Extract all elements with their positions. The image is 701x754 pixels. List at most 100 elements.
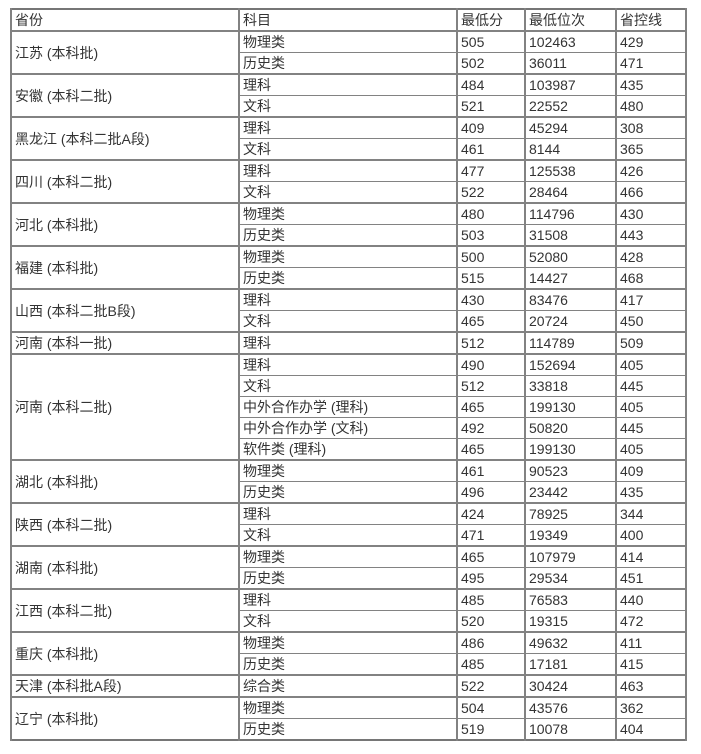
min-rank-cell: 19315	[524, 610, 617, 633]
subject-cell: 文科	[238, 375, 458, 397]
control-line-cell: 404	[615, 718, 687, 741]
min-score-cell: 521	[456, 95, 526, 118]
min-rank-cell: 107979	[524, 545, 617, 568]
table-row: 陕西 (本科二批) 理科 424 78925 344	[10, 502, 687, 547]
table-row: 中外合作办学 (文科) 492 50820 445	[11, 417, 687, 439]
min-score-cell: 500	[456, 245, 526, 268]
province-cell: 湖北 (本科批)	[10, 459, 240, 504]
control-line-cell: 400	[615, 524, 687, 547]
table-row: 重庆 (本科批) 物理类 486 49632 411	[10, 631, 687, 676]
min-score-cell: 430	[456, 288, 526, 311]
control-line-cell: 435	[615, 481, 687, 504]
min-rank-cell: 29534	[524, 567, 617, 590]
subject-cell: 中外合作办学 (文科)	[238, 417, 458, 439]
min-rank-cell: 28464	[524, 181, 617, 204]
control-line-cell: 405	[615, 353, 687, 376]
min-rank-cell: 23442	[524, 481, 617, 504]
subject-cell: 历史类	[238, 267, 458, 290]
province-cell: 河北 (本科批)	[10, 202, 240, 247]
control-line-cell: 405	[615, 438, 687, 461]
subject-cell: 文科	[238, 181, 458, 204]
province-cell: 天津 (本科批A段)	[10, 674, 240, 698]
min-score-cell: 465	[456, 545, 526, 568]
subject-cell: 物理类	[238, 545, 458, 568]
control-line-cell: 443	[615, 224, 687, 247]
control-line-cell: 472	[615, 610, 687, 633]
table-row: 江西 (本科二批) 理科 485 76583 440	[10, 588, 687, 633]
subject-cell: 历史类	[238, 718, 458, 741]
control-line-cell: 430	[615, 202, 687, 225]
subject-cell: 文科	[238, 95, 458, 118]
table-row: 河北 (本科批) 物理类 480 114796 430	[10, 202, 687, 247]
min-rank-cell: 36011	[524, 52, 617, 75]
min-score-cell: 519	[456, 718, 526, 741]
province-cell: 黑龙江 (本科二批A段)	[10, 116, 240, 161]
min-score-cell: 465	[456, 310, 526, 333]
province-cell: 四川 (本科二批)	[10, 159, 240, 204]
min-rank-cell: 125538	[524, 159, 617, 182]
min-rank-cell: 199130	[524, 438, 617, 461]
min-rank-cell: 76583	[524, 588, 617, 611]
min-rank-cell: 90523	[524, 459, 617, 482]
table-row: 历史类 503 31508 443	[11, 224, 687, 247]
subject-cell: 历史类	[238, 653, 458, 676]
col-header-min-score: 最低分	[456, 8, 526, 32]
min-score-cell: 409	[456, 116, 526, 139]
min-score-cell: 505	[456, 30, 526, 53]
table-row: 中外合作办学 (理科) 465 199130 405	[11, 396, 687, 418]
province-cell: 山西 (本科二批B段)	[10, 288, 240, 333]
subject-cell: 文科	[238, 310, 458, 333]
province-cell: 河南 (本科二批)	[10, 353, 240, 461]
min-rank-cell: 43576	[524, 696, 617, 719]
control-line-cell: 450	[615, 310, 687, 333]
subject-cell: 理科	[238, 116, 458, 139]
control-line-cell: 417	[615, 288, 687, 311]
min-rank-cell: 114796	[524, 202, 617, 225]
min-score-cell: 486	[456, 631, 526, 654]
table-row: 历史类 502 36011 471	[11, 52, 687, 75]
min-rank-cell: 78925	[524, 502, 617, 525]
table-row: 历史类 519 10078 404	[11, 718, 687, 741]
table-row: 文科 465 20724 450	[11, 310, 687, 333]
table-row: 辽宁 (本科批) 物理类 504 43576 362	[10, 696, 687, 741]
min-score-cell: 490	[456, 353, 526, 376]
table-row: 山西 (本科二批B段) 理科 430 83476 417	[10, 288, 687, 333]
col-header-control-line: 省控线	[615, 8, 687, 32]
min-rank-cell: 33818	[524, 375, 617, 397]
subject-cell: 理科	[238, 502, 458, 525]
min-score-cell: 424	[456, 502, 526, 525]
min-rank-cell: 19349	[524, 524, 617, 547]
control-line-cell: 440	[615, 588, 687, 611]
min-rank-cell: 50820	[524, 417, 617, 439]
control-line-cell: 365	[615, 138, 687, 161]
min-rank-cell: 10078	[524, 718, 617, 741]
province-cell: 江苏 (本科批)	[10, 30, 240, 75]
subject-cell: 理科	[238, 73, 458, 96]
min-score-cell: 484	[456, 73, 526, 96]
subject-cell: 软件类 (理科)	[238, 438, 458, 461]
subject-cell: 历史类	[238, 52, 458, 75]
min-score-cell: 512	[456, 375, 526, 397]
min-rank-cell: 17181	[524, 653, 617, 676]
subject-cell: 理科	[238, 353, 458, 376]
province-cell: 河南 (本科一批)	[10, 331, 240, 355]
control-line-cell: 308	[615, 116, 687, 139]
subject-cell: 文科	[238, 138, 458, 161]
table-row: 文科 461 8144 365	[11, 138, 687, 161]
min-score-cell: 471	[456, 524, 526, 547]
min-score-cell: 477	[456, 159, 526, 182]
subject-cell: 文科	[238, 610, 458, 633]
min-rank-cell: 83476	[524, 288, 617, 311]
control-line-cell: 426	[615, 159, 687, 182]
min-rank-cell: 45294	[524, 116, 617, 139]
min-score-cell: 492	[456, 417, 526, 439]
control-line-cell: 409	[615, 459, 687, 482]
table-row: 历史类 495 29534 451	[11, 567, 687, 590]
table-row: 四川 (本科二批) 理科 477 125538 426	[10, 159, 687, 204]
min-rank-cell: 49632	[524, 631, 617, 654]
province-cell: 福建 (本科批)	[10, 245, 240, 290]
table-row: 江苏 (本科批) 物理类 505 102463 429	[10, 30, 687, 75]
min-score-cell: 515	[456, 267, 526, 290]
min-score-cell: 522	[456, 181, 526, 204]
subject-cell: 物理类	[238, 202, 458, 225]
